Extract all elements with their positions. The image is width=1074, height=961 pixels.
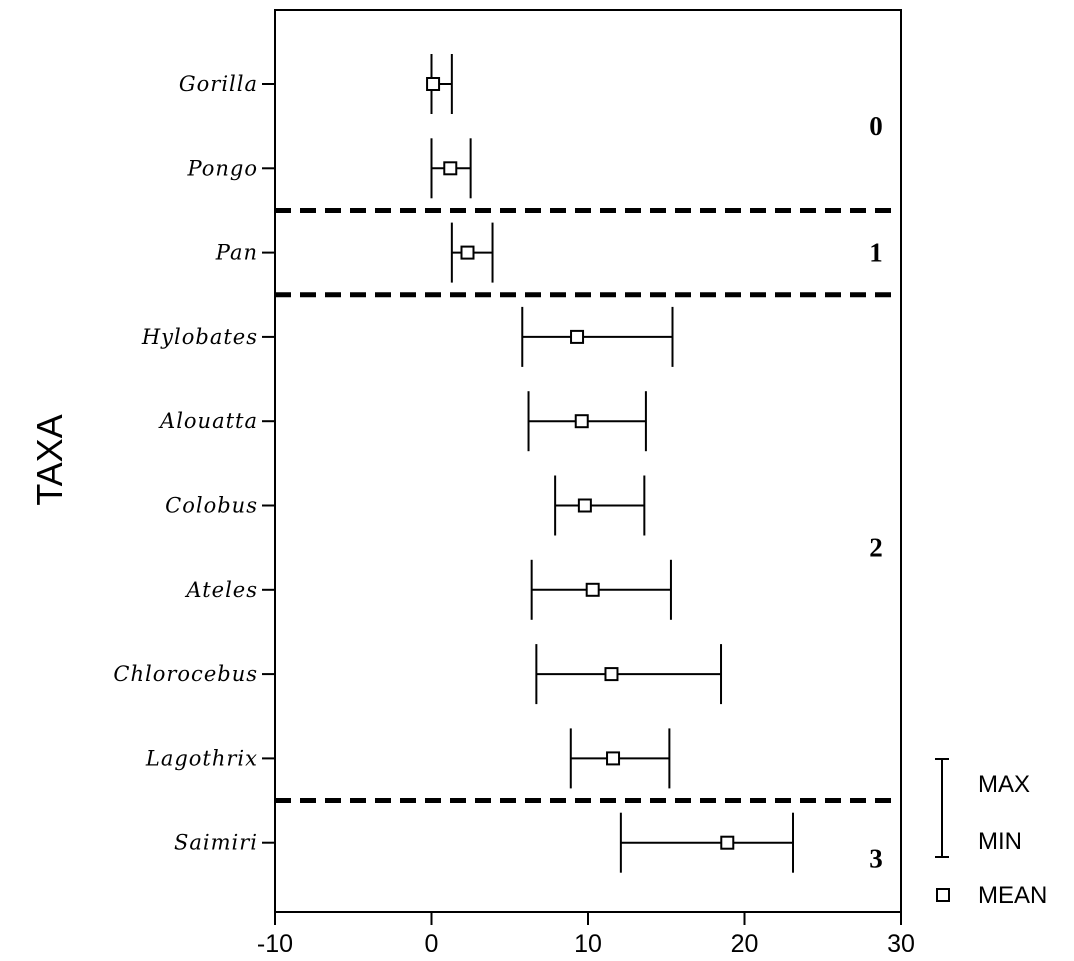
group-label: 2 xyxy=(869,533,883,563)
group-label: 1 xyxy=(869,238,883,268)
y-axis-label: TAXA xyxy=(29,414,70,505)
taxon-row: Pan xyxy=(215,222,494,283)
legend-mean-marker xyxy=(936,888,950,902)
mean-marker xyxy=(574,414,589,429)
group-separators xyxy=(275,207,901,804)
x-tick-label: 0 xyxy=(425,930,439,958)
taxon-row: Ateles xyxy=(184,559,672,620)
legend-min-label: MIN xyxy=(978,828,1022,855)
taxon-row: Alouatta xyxy=(158,391,647,452)
mean-marker xyxy=(570,329,585,344)
legend-mean-label: MEAN xyxy=(978,882,1047,909)
taxon-row: Pongo xyxy=(186,138,472,199)
taxon-label: Chlorocebus xyxy=(113,662,258,686)
taxon-label: Alouatta xyxy=(158,409,258,433)
group-label: 3 xyxy=(869,844,883,874)
taxon-label: Saimiri xyxy=(174,831,258,855)
taxon-row: Saimiri xyxy=(174,812,795,873)
x-tick-label: 30 xyxy=(887,930,915,958)
taxon-label: Colobus xyxy=(165,494,258,518)
x-tick-label: 10 xyxy=(574,930,602,958)
taxon-row: Chlorocebus xyxy=(113,644,723,705)
group-labels: 0 1 2 3 xyxy=(869,111,883,874)
data-rows: Gorilla Pongo Pan Hylobates Alouatta Colobus A… xyxy=(113,54,795,873)
mean-marker xyxy=(460,245,475,260)
group-label: 0 xyxy=(869,111,883,141)
mean-marker xyxy=(720,835,735,850)
legend: MAX MIN MEAN xyxy=(935,758,1047,909)
taxon-label: Hylobates xyxy=(141,325,258,349)
mean-marker xyxy=(577,498,592,513)
taxon-label: Lagothrix xyxy=(145,746,258,770)
x-axis-ticks: -10 0 10 20 30 xyxy=(257,912,915,958)
taxon-row: Gorilla xyxy=(179,54,453,114)
taxon-row: Lagothrix xyxy=(145,728,671,789)
taxon-label: Pongo xyxy=(186,156,258,180)
taxon-label: Gorilla xyxy=(179,72,258,96)
mean-marker xyxy=(585,582,600,597)
mean-marker xyxy=(443,161,458,176)
plot-frame xyxy=(274,9,902,913)
legend-max-label: MAX xyxy=(978,771,1030,798)
mean-marker xyxy=(604,667,619,682)
x-tick-label: -10 xyxy=(257,930,293,958)
taxon-label: Ateles xyxy=(184,578,258,602)
taxon-label: Pan xyxy=(215,241,258,265)
mean-marker xyxy=(426,77,441,91)
taxon-row: Colobus xyxy=(165,475,646,536)
mean-marker xyxy=(606,751,621,766)
x-tick-label: 20 xyxy=(731,930,759,958)
taxon-row: Hylobates xyxy=(141,306,674,367)
